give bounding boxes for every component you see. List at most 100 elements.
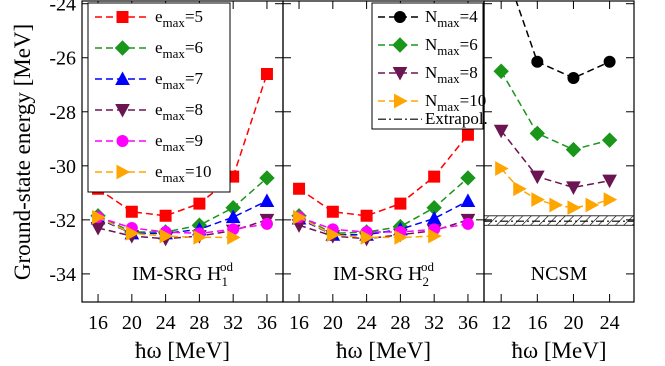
marker	[159, 209, 172, 222]
marker	[460, 193, 476, 207]
marker	[260, 67, 273, 80]
legend-label-part: max	[437, 43, 460, 58]
x-tick-label: 32	[223, 312, 243, 334]
legend-label-part: e	[155, 38, 163, 57]
legend-label-part: N	[425, 7, 437, 26]
series-line	[97, 177, 268, 233]
legend-label-part: max	[437, 99, 460, 114]
marker	[360, 230, 375, 245]
legend-marker	[115, 104, 130, 118]
y-tick-label: -24	[49, 0, 76, 16]
legend-label-part: e	[155, 7, 163, 26]
legend-marker	[116, 11, 129, 23]
legend-label: Nmax=8	[425, 63, 478, 86]
x-tick-label: 16	[527, 312, 547, 334]
x-tick-label: 28	[390, 312, 410, 334]
marker	[566, 181, 581, 195]
legend-label: emax=10	[155, 162, 212, 185]
marker	[493, 63, 509, 79]
y-tick-label: -28	[49, 102, 76, 124]
x-tick-label: 24	[600, 312, 620, 334]
legend-label-part: max	[437, 71, 460, 86]
legend-label-part: =8	[185, 100, 203, 119]
series-line	[298, 200, 469, 236]
marker	[426, 210, 442, 225]
marker	[513, 181, 527, 197]
legend-label: emax=5	[155, 7, 203, 30]
marker	[601, 132, 618, 148]
y-tick-label: -26	[49, 48, 76, 70]
marker	[125, 205, 138, 218]
marker	[193, 230, 207, 245]
marker	[394, 230, 408, 245]
legend-label-part: =5	[185, 7, 203, 26]
marker	[531, 192, 545, 207]
legend-label-part: e	[155, 69, 163, 88]
x-axis-label: ħω [MeV]	[135, 338, 230, 363]
legend-label: emax=6	[155, 38, 203, 61]
legend-label-part: =8	[460, 63, 478, 82]
series-line	[515, 1, 610, 79]
marker	[602, 174, 617, 189]
marker	[585, 197, 600, 213]
legend-label: Nmax=4	[425, 7, 478, 30]
x-tick-label: 20	[323, 312, 343, 334]
legend-label: emax=9	[155, 131, 203, 154]
series-line	[97, 200, 268, 235]
panel-label-part: NCSM	[531, 263, 588, 285]
legend-label-part: =9	[185, 131, 203, 150]
marker	[529, 125, 546, 142]
marker	[394, 197, 407, 210]
panel: 16 20 24 28 32 36 -34 -32 -30 -28 -26 -24 ħω [MeV]	[49, 0, 284, 363]
marker	[603, 192, 618, 207]
x-tick-label: 20	[563, 312, 583, 334]
legend-label-part: =10	[185, 162, 212, 181]
panel-label-part: od	[421, 259, 435, 274]
marker	[567, 200, 582, 216]
legend-label-part: e	[155, 131, 163, 150]
extrapolation-band	[483, 215, 635, 226]
legend-marker	[114, 40, 131, 56]
legend-marker	[392, 67, 408, 81]
marker	[259, 193, 275, 207]
panel-label-part: od	[220, 259, 234, 274]
legend-marker	[394, 93, 408, 109]
panel-label: NCSM	[531, 263, 588, 285]
marker	[159, 228, 174, 244]
marker	[125, 226, 140, 241]
legend-label-part: max	[163, 108, 186, 123]
legend	[87, 2, 231, 193]
x-tick-label: 20	[122, 312, 142, 334]
marker	[193, 197, 206, 210]
legend-label-part: max	[163, 15, 186, 30]
marker	[493, 124, 509, 139]
legend-marker	[115, 71, 130, 85]
panel: 16 20 24 28 32 36 ħω [MeV]	[282, 0, 485, 363]
x-tick-label: 28	[189, 312, 209, 334]
legend-label-part: N	[425, 91, 437, 110]
legend-label-part: =4	[460, 7, 479, 26]
x-tick-label: 24	[357, 312, 377, 334]
x-tick-label: 16	[88, 312, 108, 334]
legend-label: Nmax=10	[425, 91, 486, 114]
legend-label-part: N	[425, 35, 437, 54]
legend-label-part: max	[163, 139, 186, 154]
legend-label: emax=8	[155, 100, 203, 123]
panel-label-part: IM-SRG H	[333, 263, 422, 285]
panel: 12 16 20 24 ħω [MeV]	[483, 0, 635, 363]
legend-label-part: =10	[460, 91, 487, 110]
marker	[428, 228, 442, 244]
series-line	[500, 70, 610, 151]
series-line	[298, 134, 469, 217]
y-tick-label: -32	[49, 210, 76, 232]
marker	[92, 209, 106, 225]
plot-area	[493, 1, 618, 216]
series-line	[298, 177, 469, 235]
x-tick-label: 12	[491, 312, 511, 334]
legend-marker	[392, 37, 408, 53]
panel-label: IM-SRG H1od	[132, 259, 233, 289]
marker	[460, 170, 476, 186]
legend-label-part: =7	[185, 69, 204, 88]
marker	[293, 182, 306, 195]
